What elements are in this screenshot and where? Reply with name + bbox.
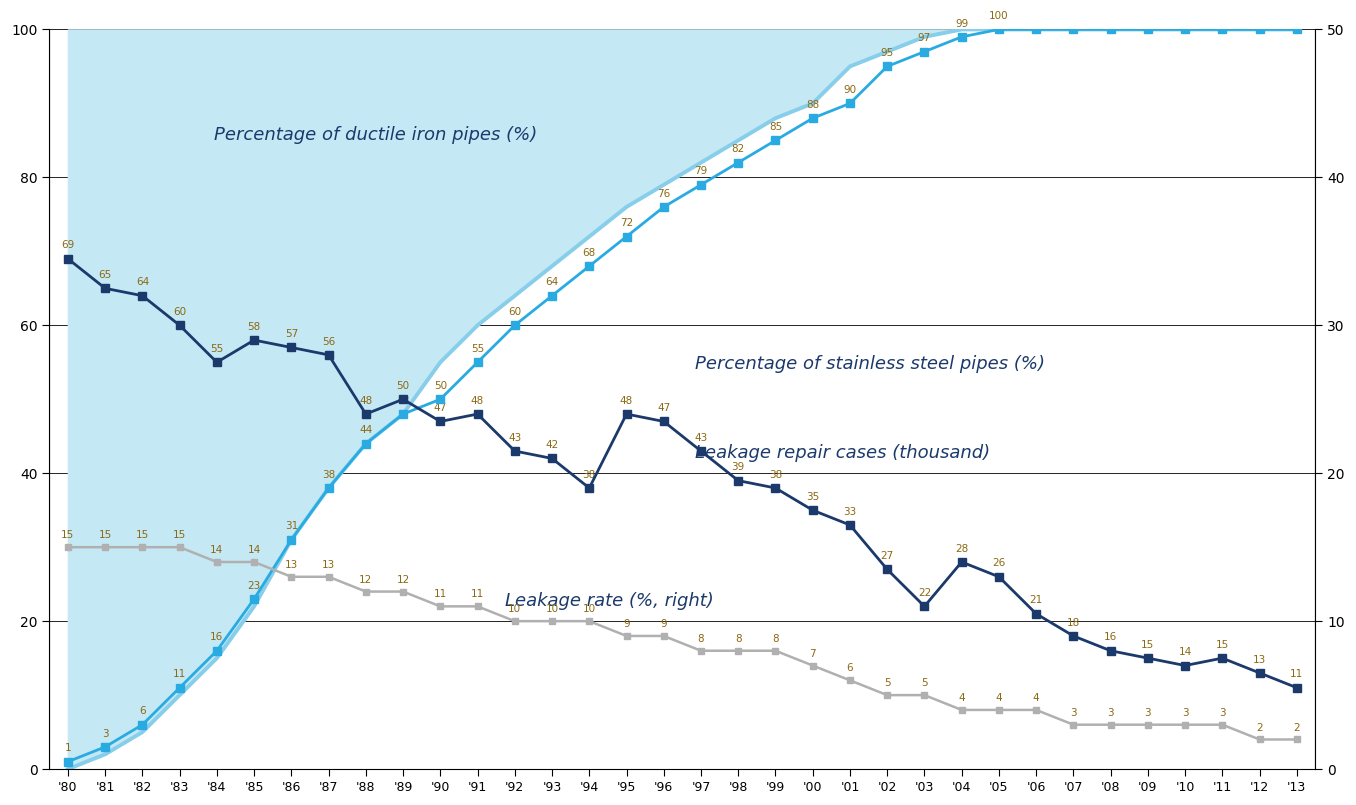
Text: 7: 7 (810, 649, 816, 658)
Text: 3: 3 (1070, 708, 1077, 718)
Text: 23: 23 (248, 580, 260, 591)
Text: 99: 99 (955, 19, 968, 28)
Text: 13: 13 (285, 559, 298, 570)
Text: 79: 79 (694, 167, 708, 176)
Text: 8: 8 (772, 634, 778, 644)
Text: 9: 9 (624, 619, 629, 629)
Text: 44: 44 (359, 425, 373, 436)
Text: 5: 5 (921, 678, 928, 688)
Text: 48: 48 (471, 396, 484, 406)
Text: 76: 76 (658, 188, 670, 199)
Text: 48: 48 (359, 396, 373, 406)
Text: 38: 38 (769, 469, 782, 480)
Text: 3: 3 (102, 729, 108, 738)
Text: 8: 8 (698, 634, 704, 644)
Text: 18: 18 (1067, 617, 1079, 628)
Text: 68: 68 (583, 248, 595, 258)
Text: 43: 43 (508, 433, 522, 443)
Text: 55: 55 (210, 344, 224, 354)
Text: 42: 42 (545, 440, 559, 450)
Text: 16: 16 (1104, 633, 1117, 642)
Text: 90: 90 (843, 85, 857, 95)
Text: 38: 38 (583, 469, 595, 480)
Text: 65: 65 (99, 270, 111, 280)
Text: 11: 11 (174, 670, 186, 679)
Text: 4: 4 (1033, 693, 1040, 703)
Text: 1: 1 (65, 743, 72, 753)
Text: 69: 69 (61, 241, 75, 250)
Text: 15: 15 (136, 530, 149, 540)
Text: Percentage of stainless steel pipes (%): Percentage of stainless steel pipes (%) (696, 355, 1045, 373)
Text: 3: 3 (1219, 708, 1226, 718)
Text: 72: 72 (620, 218, 633, 228)
Text: 43: 43 (694, 433, 708, 443)
Text: 5: 5 (884, 678, 891, 688)
Text: 50: 50 (396, 381, 410, 391)
Text: 10: 10 (583, 605, 595, 614)
Text: 47: 47 (434, 403, 447, 413)
Text: 35: 35 (805, 492, 819, 502)
Text: 56: 56 (321, 336, 335, 346)
Text: 60: 60 (174, 307, 186, 317)
Text: 64: 64 (545, 278, 559, 287)
Text: 60: 60 (508, 307, 521, 317)
Text: 8: 8 (735, 634, 742, 644)
Text: 10: 10 (545, 605, 559, 614)
Text: 3: 3 (1144, 708, 1151, 718)
Text: Leakage rate (%, right): Leakage rate (%, right) (506, 592, 713, 609)
Text: 14: 14 (1178, 647, 1192, 657)
Text: 15: 15 (99, 530, 111, 540)
Text: 82: 82 (732, 144, 744, 155)
Text: 21: 21 (1029, 596, 1043, 605)
Text: 55: 55 (471, 344, 484, 354)
Text: 48: 48 (396, 396, 410, 406)
Text: 26: 26 (993, 559, 1006, 568)
Text: 9: 9 (660, 619, 667, 629)
Text: 88: 88 (805, 100, 819, 109)
Text: 64: 64 (136, 278, 149, 287)
Text: 95: 95 (880, 48, 894, 58)
Text: 15: 15 (1142, 640, 1154, 650)
Text: 58: 58 (248, 322, 260, 332)
Text: 14: 14 (248, 545, 260, 555)
Text: 12: 12 (396, 575, 410, 584)
Text: 50: 50 (434, 381, 447, 391)
Text: 38: 38 (321, 469, 335, 480)
Text: 13: 13 (321, 559, 335, 570)
Text: 22: 22 (918, 588, 932, 598)
Text: 31: 31 (285, 522, 298, 531)
Text: 16: 16 (210, 633, 224, 642)
Text: 6: 6 (140, 706, 145, 716)
Text: 27: 27 (880, 551, 894, 561)
Text: 39: 39 (732, 462, 744, 473)
Text: 100: 100 (989, 11, 1009, 21)
Text: 85: 85 (769, 122, 782, 132)
Text: 3: 3 (1108, 708, 1113, 718)
Text: 4: 4 (959, 693, 965, 703)
Text: 2: 2 (1256, 723, 1262, 733)
Text: 11: 11 (471, 589, 484, 600)
Text: 48: 48 (620, 396, 633, 406)
Text: Leakage repair cases (thousand): Leakage repair cases (thousand) (696, 444, 990, 461)
Text: 11: 11 (434, 589, 447, 600)
Text: 15: 15 (1216, 640, 1229, 650)
Text: 2: 2 (1294, 723, 1300, 733)
Text: 4: 4 (995, 693, 1002, 703)
Text: 97: 97 (918, 33, 932, 43)
Text: 12: 12 (359, 575, 373, 584)
Text: 15: 15 (61, 530, 75, 540)
Text: 47: 47 (658, 403, 670, 413)
Text: 11: 11 (1290, 670, 1303, 679)
Text: Percentage of ductile iron pipes (%): Percentage of ductile iron pipes (%) (214, 126, 537, 143)
Text: 28: 28 (955, 543, 968, 554)
Text: 10: 10 (508, 605, 521, 614)
Text: 14: 14 (210, 545, 224, 555)
Text: 3: 3 (1182, 708, 1188, 718)
Text: 33: 33 (843, 506, 857, 517)
Text: 6: 6 (846, 663, 853, 673)
Text: 13: 13 (1253, 654, 1267, 665)
Text: 57: 57 (285, 329, 298, 339)
Text: 15: 15 (174, 530, 186, 540)
